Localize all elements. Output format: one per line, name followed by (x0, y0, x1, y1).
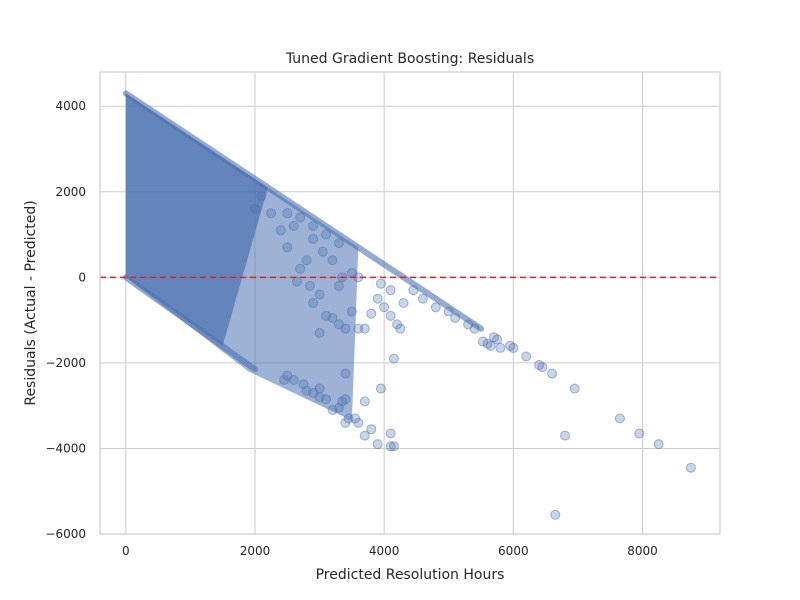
data-point (395, 323, 406, 334)
data-point (417, 293, 428, 304)
data-point (282, 242, 293, 253)
data-point (569, 383, 580, 394)
data-point (340, 323, 351, 334)
data-point (547, 368, 558, 379)
data-point (385, 285, 396, 296)
data-point (295, 212, 306, 223)
x-tick-label: 2000 (240, 544, 271, 558)
data-point (375, 278, 386, 289)
data-point (308, 233, 319, 244)
data-point (359, 396, 370, 407)
data-point (333, 280, 344, 291)
data-point (614, 413, 625, 424)
data-point (288, 221, 299, 231)
data-point (469, 323, 480, 334)
x-axis-label: Predicted Resolution Hours (316, 567, 505, 583)
x-tick-labels: 0 2000 4000 6000 8000 (122, 544, 658, 558)
y-axis-label: Residuals (Actual - Predicted) (23, 200, 39, 405)
upper-boundary-streak (122, 90, 485, 332)
data-point (321, 229, 332, 240)
data-point (450, 312, 461, 323)
data-point (685, 462, 696, 473)
data-point (385, 310, 396, 321)
data-point (385, 428, 396, 439)
data-point (485, 340, 496, 351)
data-point (250, 203, 260, 214)
data-point (388, 353, 399, 364)
data-point (560, 430, 570, 441)
data-point (634, 428, 645, 439)
data-point (398, 298, 409, 308)
x-tick-label: 6000 (498, 544, 529, 558)
data-point (298, 379, 309, 390)
y-tick-label: −6000 (45, 527, 86, 541)
data-point (340, 368, 351, 379)
data-point (343, 413, 354, 424)
data-point (333, 238, 344, 249)
data-point (291, 276, 302, 287)
y-tick-label: −4000 (45, 441, 86, 455)
data-point (327, 312, 338, 323)
data-point (279, 375, 290, 385)
data-point (372, 439, 383, 450)
data-point (408, 285, 419, 296)
data-point (430, 302, 441, 313)
data-point (266, 208, 277, 219)
y-tick-label: 4000 (55, 99, 86, 113)
point-cloud (122, 90, 485, 421)
data-point (308, 298, 319, 308)
y-tick-label: 0 (78, 270, 86, 284)
data-point (375, 383, 386, 394)
data-point (256, 191, 267, 202)
lower-boundary-streak (122, 274, 258, 373)
data-point (304, 280, 315, 291)
data-point (366, 424, 377, 435)
data-point (388, 441, 399, 452)
data-point (359, 430, 370, 441)
data-point (314, 289, 325, 300)
data-point (275, 225, 286, 236)
data-point (379, 302, 390, 313)
y-tick-label: 2000 (55, 185, 86, 199)
chart-title: Tuned Gradient Boosting: Residuals (285, 51, 534, 67)
data-point (314, 327, 325, 338)
data-point (295, 263, 306, 274)
data-point (346, 306, 357, 317)
data-point (653, 439, 664, 450)
data-point (282, 208, 293, 219)
x-tick-label: 0 (122, 544, 130, 558)
x-tick-label: 8000 (627, 544, 658, 558)
data-point (372, 293, 383, 304)
data-point (359, 323, 370, 334)
x-tick-label: 4000 (369, 544, 400, 558)
data-point (301, 255, 312, 266)
data-point (537, 362, 548, 373)
data-point (508, 342, 519, 353)
data-point (327, 404, 338, 415)
data-point (521, 351, 532, 362)
data-point (327, 255, 338, 266)
y-tick-label: −2000 (45, 356, 86, 370)
data-points (250, 191, 696, 520)
data-point (340, 394, 351, 405)
point-cloud-core (125, 93, 268, 346)
data-point (550, 509, 561, 520)
y-tick-labels: −6000 −4000 −2000 0 2000 4000 (45, 99, 86, 541)
plot-frame (99, 71, 721, 535)
data-point (495, 342, 506, 353)
data-point (317, 246, 328, 257)
data-point (492, 334, 503, 345)
data-point (385, 441, 396, 452)
data-point (443, 306, 454, 317)
data-point (308, 221, 319, 231)
data-point (366, 308, 377, 319)
